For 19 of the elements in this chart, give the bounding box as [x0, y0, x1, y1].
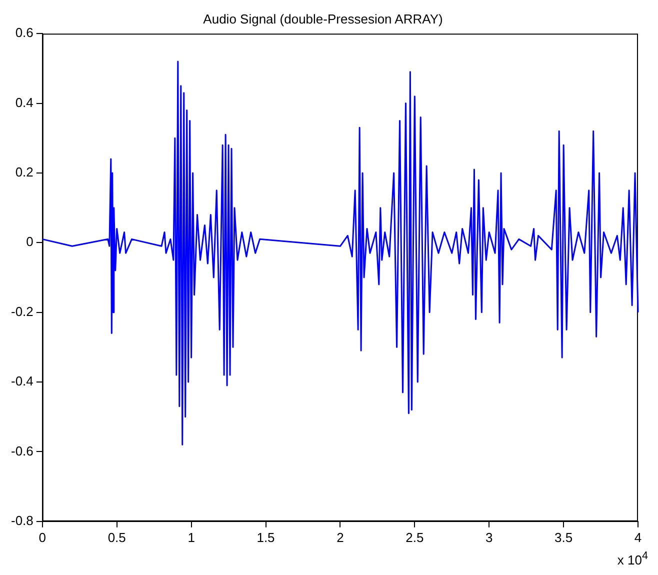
y-tick-label: -0.8: [10, 512, 34, 528]
y-tick-label: 0.2: [15, 164, 34, 180]
x-tick-label: 1.5: [256, 530, 275, 545]
x-tick-label: 1: [188, 530, 195, 545]
y-tick-label: -0.2: [10, 304, 34, 319]
x-tick-label: 4: [634, 530, 642, 545]
x-tick-label: 3.5: [554, 530, 573, 545]
x-tick-label: 0: [38, 530, 46, 545]
y-tick-label: -0.6: [10, 443, 34, 458]
y-tick-label: 0.6: [15, 25, 34, 40]
y-tick-label: 0: [26, 234, 34, 250]
text: x 10$^{4}$: [617, 550, 648, 567]
chart-title: Audio Signal (double-Pressesion ARRAY): [203, 11, 443, 26]
y-tick-label: -0.4: [10, 374, 34, 389]
y-tick-label: 0.4: [15, 94, 34, 110]
x-tick-label: 0.5: [108, 530, 126, 545]
x-tick-label: 2.5: [406, 530, 424, 545]
x-tick-label: 3: [485, 530, 493, 545]
x-tick-label: 2: [336, 530, 344, 545]
